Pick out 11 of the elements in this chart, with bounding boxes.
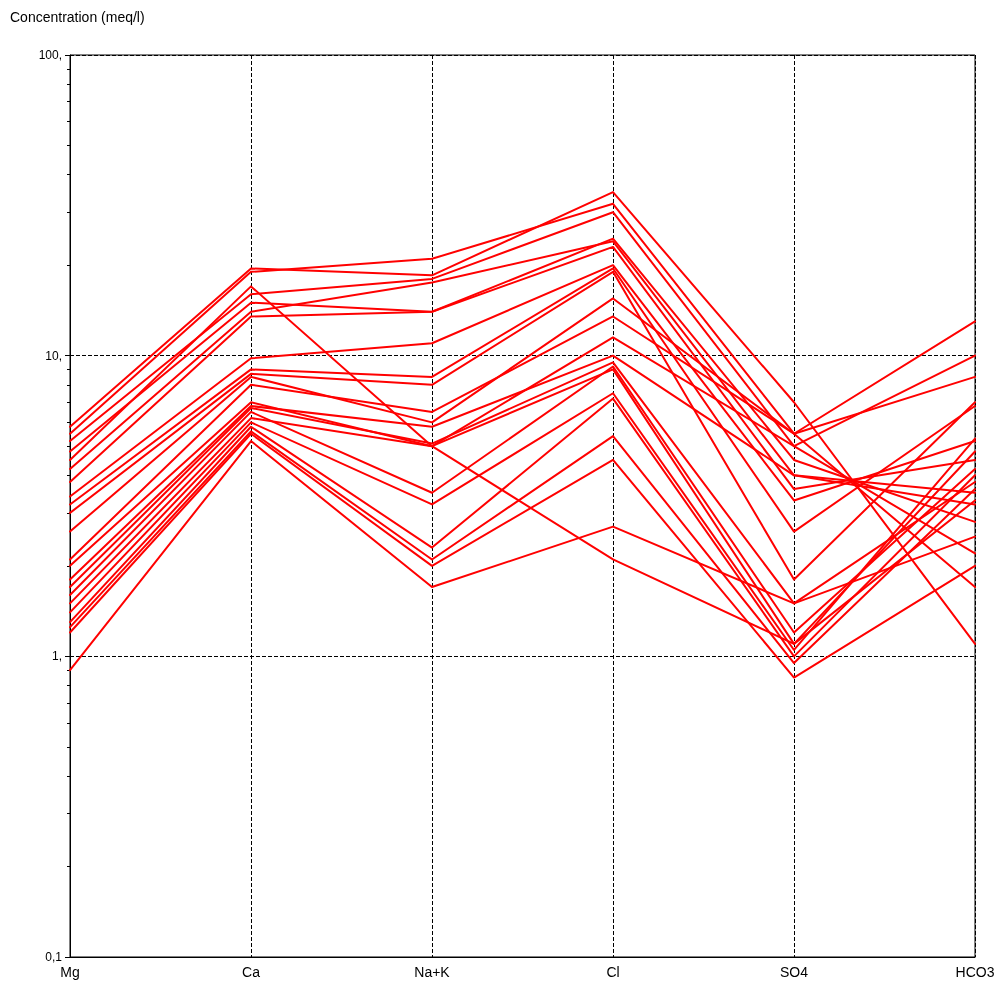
x-tick-label: HCO3 <box>955 964 995 980</box>
y-tick-label: 1, <box>51 649 62 664</box>
x-tick-label: Mg <box>60 964 80 980</box>
x-tick-label: Na+K <box>414 964 451 980</box>
y-tick-label: 0,1 <box>45 950 63 964</box>
x-tick-label: Ca <box>242 964 261 980</box>
y-tick-label: 100, <box>38 48 62 62</box>
x-tick-label: Cl <box>606 964 620 980</box>
y-tick-label: 10, <box>45 348 62 363</box>
x-tick-label: SO4 <box>779 964 809 980</box>
y-axis-title: Concentration (meq/l) <box>10 9 145 25</box>
